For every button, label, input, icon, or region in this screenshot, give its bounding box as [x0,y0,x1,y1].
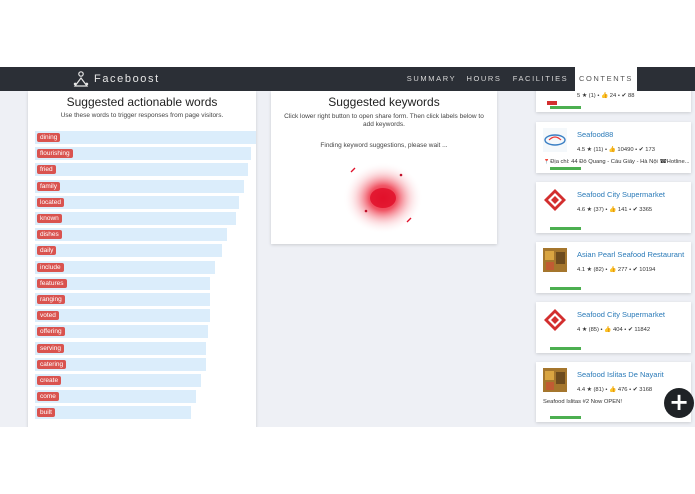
word-bar: serving [35,341,206,355]
place-progress-bar [550,287,581,290]
actionable-words-title: Suggested actionable words [66,95,218,109]
top-navbar: Faceboost SUMMARY HOURS FACILITIES CONTE… [0,67,695,91]
word-bar: voted [35,309,210,323]
place-description: 📍Địa chỉ: 44 Đỗ Quang - Cầu Giấy - Hà Nộ… [543,159,689,165]
place-name[interactable]: Asian Pearl Seafood Restaurant [577,250,685,259]
seafood-city-logo-icon [544,309,566,331]
word-tag[interactable]: features [37,278,67,288]
actionable-words-panel: Suggested actionable words Use these wor… [28,91,256,427]
word-tag[interactable]: include [37,262,64,272]
place-card[interactable]: Asian Pearl Seafood Restaurant 4.1 ★ (82)… [536,242,691,293]
word-bar: dishes [35,228,227,242]
nav-hours[interactable]: HOURS [466,74,502,83]
restaurant-photo-icon [543,368,567,392]
place-name[interactable]: Seafood Islitas De Nayarit [577,370,664,379]
place-card[interactable]: Seafood88 4.5 ★ (11) • 👍 10490 • ✔ 173 📍Đị… [536,122,691,173]
app-viewport: Faceboost SUMMARY HOURS FACILITIES CONTE… [0,67,695,427]
word-tag[interactable]: ranging [37,295,65,304]
place-card[interactable]: Seafood City Supermarket 4.6 ★ (37) • 👍 1… [536,182,691,233]
actionable-words-subtitle: Use these words to trigger responses fro… [60,112,224,119]
word-bar: located [35,195,239,209]
suggested-keywords-subtitle: Click lower right button to open share f… [284,113,484,128]
place-progress-bar [550,416,581,419]
nav-summary[interactable]: SUMMARY [406,74,457,83]
word-tag[interactable]: dishes [37,230,62,240]
place-stats: 4 ★ (85) • 👍 404 • ✔ 11842 [577,327,651,333]
word-bar: fried [35,163,248,177]
faceboost-logo-icon [73,71,89,87]
place-stats: 4.6 ★ (37) • 👍 141 • ✔ 3365 [577,207,653,213]
brand[interactable]: Faceboost [72,70,160,88]
plus-icon: + [668,388,690,416]
word-bar: flourishing [35,147,251,161]
word-bar: dining [35,131,256,144]
place-stats: 4.1 ★ (82) • 👍 277 • ✔ 10194 [577,267,656,273]
place-name[interactable]: Seafood88 [577,130,614,139]
place-progress-bar [550,106,581,109]
word-bar: create [35,374,201,387]
seafood-city-logo-icon [544,189,566,211]
share-form-button[interactable]: + [664,388,694,418]
word-bar: catering [35,357,206,371]
place-thumbnail-icon [547,101,557,105]
word-tag[interactable]: located [37,197,64,207]
nav-contents[interactable]: CONTENTS [575,67,637,91]
word-tag[interactable]: known [37,214,62,223]
place-progress-bar [550,227,581,230]
nav-facilities[interactable]: FACILITIES [512,74,569,83]
seafood88-logo-icon [543,128,567,152]
brand-name: Faceboost [94,73,160,85]
word-tag[interactable]: create [37,376,62,385]
word-tag[interactable]: daily [37,246,57,256]
place-progress-bar [550,167,581,170]
word-tag[interactable]: flourishing [37,149,73,159]
word-tag[interactable]: serving [37,343,64,353]
place-name[interactable]: Seafood City Supermarket [577,310,665,319]
word-bar: come [35,390,196,404]
word-bar: family [35,179,244,193]
loading-status: Finding keyword suggestions, please wait… [320,142,448,149]
word-tag[interactable]: family [37,181,60,191]
place-stats: 4.5 ★ (11) • 👍 10490 • ✔ 173 [577,147,655,153]
word-tag[interactable]: voted [37,311,59,321]
place-stats: 4.4 ★ (81) • 👍 476 • ✔ 3168 [577,387,653,393]
suggested-keywords-panel: Suggested keywords Click lower right but… [271,91,497,244]
word-bar: daily [35,244,222,258]
restaurant-photo-icon [543,248,567,272]
word-tag[interactable]: fried [37,165,56,175]
word-tag[interactable]: come [37,392,59,402]
place-name[interactable]: Seafood City Supermarket [577,190,665,199]
place-card[interactable]: Seafood City Supermarket 4 ★ (85) • 👍 404… [536,302,691,353]
word-bar: built [35,406,191,420]
word-bar: features [35,276,210,290]
place-description: Seafood Islitas #2 Now OPEN! [543,399,622,405]
loading-spinner-icon [343,162,423,234]
word-bar: offering [35,325,208,339]
word-tag[interactable]: built [37,408,55,418]
word-bar: ranging [35,293,210,306]
word-tag[interactable]: offering [37,327,65,337]
word-bar: include [35,260,215,274]
place-card[interactable]: Seafood Islitas De Nayarit 4.4 ★ (81) • 👍… [536,362,691,422]
word-bar: known [35,212,236,225]
word-tag[interactable]: dining [37,133,61,142]
place-stats: 5 ★ (1) • 👍 24 • ✔ 88 [577,93,635,99]
suggested-keywords-title: Suggested keywords [328,95,440,109]
word-tag[interactable]: catering [37,359,67,369]
place-progress-bar [550,347,581,350]
